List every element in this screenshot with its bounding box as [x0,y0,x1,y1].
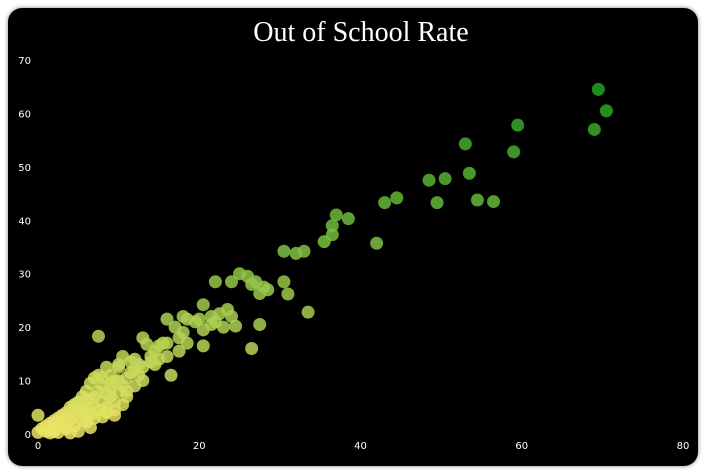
data-point[interactable] [317,235,331,249]
data-point[interactable] [132,368,146,382]
data-point[interactable] [164,368,178,382]
data-point[interactable] [599,104,613,118]
x-tick-label: 0 [35,441,41,452]
y-tick-label: 40 [18,216,31,227]
scatter-plot: 0 10 20 30 40 50 60 70 0 20 40 60 80 [18,56,690,452]
data-point[interactable] [91,329,105,343]
y-tick-label: 10 [18,377,31,388]
x-tick-label: 60 [515,441,528,452]
y-tick-label: 20 [18,323,31,334]
data-point[interactable] [325,219,339,233]
data-point[interactable] [79,392,93,406]
data-point[interactable] [281,287,295,301]
data-point[interactable] [587,122,601,136]
data-point[interactable] [245,342,259,356]
data-point[interactable] [216,320,230,334]
data-point[interactable] [261,283,275,297]
data-point[interactable] [108,408,122,422]
y-tick-label: 0 [25,430,31,441]
data-point[interactable] [51,417,65,431]
chart-card: Out of School Rate 0 10 20 30 40 50 60 70 0 20 40 6… [8,8,698,466]
chart-title: Out of School Rate [253,17,469,48]
data-point[interactable] [297,244,311,258]
data-point[interactable] [152,352,166,366]
data-point[interactable] [329,208,343,222]
data-point[interactable] [204,317,218,331]
data-point[interactable] [225,275,238,289]
data-point[interactable] [120,384,134,398]
data-point[interactable] [31,408,45,422]
data-point[interactable] [156,336,170,350]
data-point[interactable] [277,275,291,289]
data-point[interactable] [507,145,521,159]
data-point[interactable] [112,374,126,388]
data-point[interactable] [341,212,355,226]
data-point[interactable] [470,193,484,207]
data-point[interactable] [128,352,142,366]
data-point[interactable] [188,315,202,329]
data-point[interactable] [63,426,77,440]
data-point[interactable] [458,137,472,151]
data-point[interactable] [208,275,222,289]
data-points [31,82,613,440]
data-point[interactable] [422,173,436,187]
data-point[interactable] [378,196,392,210]
data-point[interactable] [160,312,174,326]
data-point[interactable] [390,191,404,205]
data-point[interactable] [83,421,97,435]
data-point[interactable] [136,331,150,345]
data-point[interactable] [277,244,291,258]
data-point[interactable] [196,298,210,312]
data-point[interactable] [253,317,267,331]
data-point[interactable] [591,82,605,96]
data-point[interactable] [511,118,525,132]
y-tick-label: 70 [18,56,31,67]
data-point[interactable] [438,172,452,186]
data-point[interactable] [301,305,315,319]
y-tick-label: 50 [18,163,31,174]
data-point[interactable] [229,319,243,333]
data-point[interactable] [100,360,114,374]
data-point[interactable] [245,277,259,291]
data-point[interactable] [180,336,194,350]
data-point[interactable] [96,410,109,424]
x-tick-label: 80 [677,441,690,452]
data-point[interactable] [487,195,501,209]
data-point[interactable] [71,403,85,417]
data-point[interactable] [196,339,210,353]
x-tick-label: 40 [354,441,367,452]
data-point[interactable] [43,426,57,440]
y-tick-label: 30 [18,270,31,281]
x-tick-label: 20 [193,441,206,452]
y-tick-label: 60 [18,109,31,120]
data-point[interactable] [370,236,384,250]
data-point[interactable] [112,358,126,372]
data-point[interactable] [462,166,476,180]
data-point[interactable] [430,196,444,210]
data-point[interactable] [172,344,186,358]
